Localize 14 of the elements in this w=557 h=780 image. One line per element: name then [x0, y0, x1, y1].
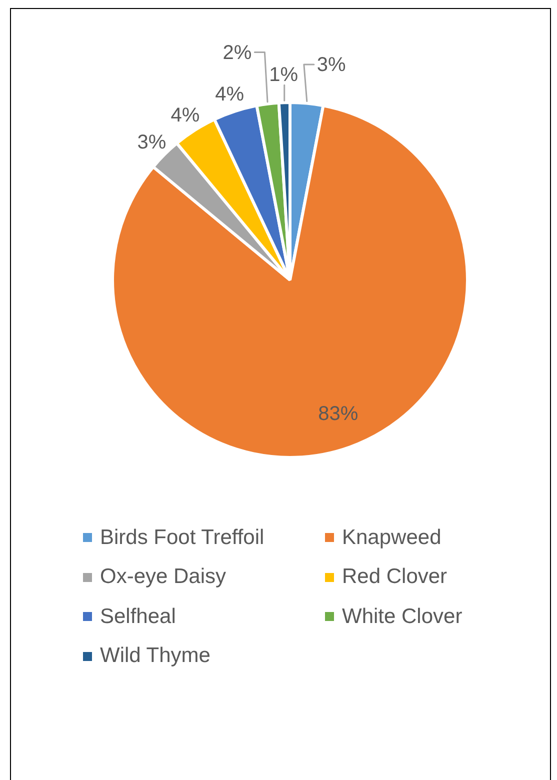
legend-label: Wild Thyme — [100, 644, 210, 668]
data-label: 1% — [269, 64, 298, 86]
legend-label: Knapweed — [342, 526, 442, 550]
legend-label: Red Clover — [342, 565, 448, 590]
legend-label: White Clover — [342, 604, 462, 629]
legend-label: Birds Foot Treffoil — [100, 526, 264, 550]
data-label: 4% — [170, 104, 200, 126]
data-label: 3% — [316, 54, 346, 76]
data-label: 83% — [318, 403, 358, 426]
data-label: 3% — [137, 131, 166, 154]
legend-label: Ox-eye Daisy — [100, 565, 226, 590]
legend-label: Selfheal — [100, 604, 176, 629]
data-label: 2% — [222, 42, 252, 64]
data-label: 4% — [215, 84, 244, 106]
